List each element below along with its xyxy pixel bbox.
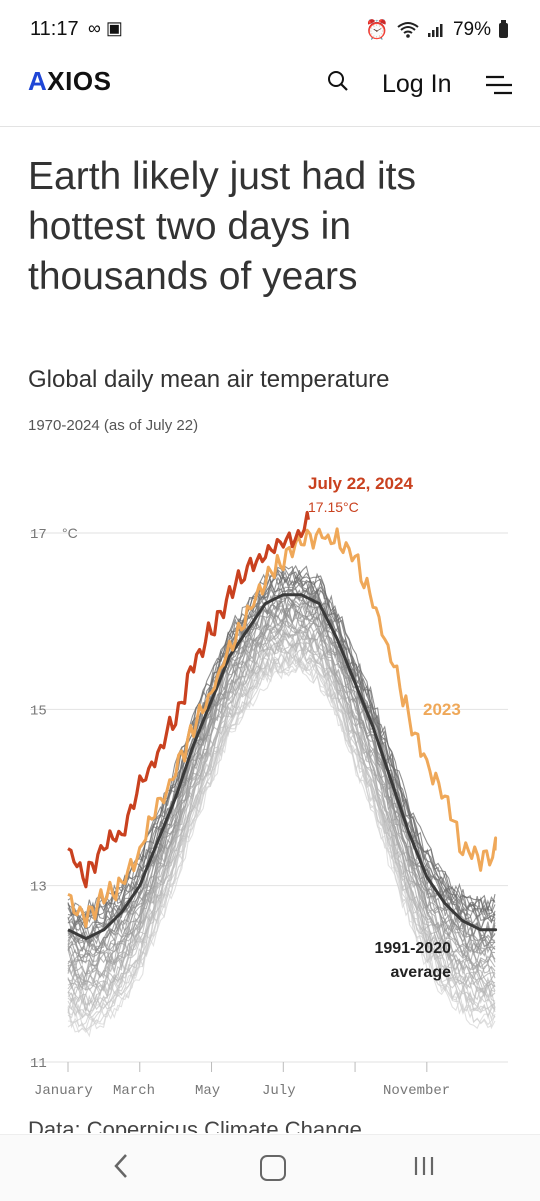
average-label-line2: average <box>391 964 452 981</box>
wifi-icon <box>397 22 419 38</box>
status-left-icons: ∞ ▣ <box>88 18 123 39</box>
x-tick-label: July <box>262 1083 296 1099</box>
history-series-line <box>67 661 496 1038</box>
history-series-line <box>67 605 496 963</box>
history-series-line <box>67 608 496 967</box>
axios-logo[interactable]: AXIOS <box>28 66 112 96</box>
record-date-label: July 22, 2024 <box>308 474 413 493</box>
x-tick-label: March <box>113 1083 155 1099</box>
login-link[interactable]: Log In <box>382 70 452 98</box>
history-series-line <box>67 591 496 953</box>
x-tick-label: May <box>195 1083 220 1099</box>
recent-apps-icon[interactable] <box>412 1154 436 1178</box>
series-line-2024 <box>67 510 310 889</box>
status-time: 11:17 <box>30 18 79 40</box>
battery-icon <box>499 19 508 38</box>
chart-subtitle: 1970-2024 (as of July 22) <box>28 417 199 434</box>
data-source: Data: Copernicus Climate Change <box>28 1117 362 1133</box>
signal-icon <box>427 24 443 37</box>
voicemail-icon: ∞ <box>88 18 101 38</box>
y-tick-label: 13 <box>30 880 47 896</box>
chart-title: Global daily mean air temperature <box>28 366 390 393</box>
history-series-line <box>67 619 496 987</box>
y-tick-label: 17 <box>30 527 47 543</box>
history-series-line <box>67 598 496 964</box>
article-headline: Earth likely just had its hottest two da… <box>28 155 417 298</box>
temperature-chart: 17 15 13 11 °C January March May July November Ju… <box>30 474 508 1099</box>
y-tick-label: 15 <box>30 703 47 719</box>
menu-icon[interactable] <box>484 74 514 96</box>
battery-level: 79% <box>452 19 491 40</box>
home-icon[interactable] <box>260 1155 286 1181</box>
record-value-label: 17.15°C <box>308 499 359 515</box>
x-tick-label: January <box>34 1083 93 1099</box>
status-bar: 11:17 ∞ ▣ ⏰ 79% <box>0 0 540 60</box>
status-right: ⏰ 79% <box>365 18 508 42</box>
x-tick-label: November <box>383 1083 450 1099</box>
history-series-line <box>67 653 496 1019</box>
history-series-line <box>67 584 496 937</box>
y-tick-label: 11 <box>30 1056 47 1072</box>
history-series-line <box>67 648 496 1019</box>
history-series-line <box>67 656 496 1031</box>
average-label-line1: 1991-2020 <box>374 940 451 957</box>
android-nav-bar <box>0 1134 540 1201</box>
series-line-2023 <box>67 527 498 928</box>
back-icon[interactable] <box>112 1152 130 1180</box>
alarm-icon: ⏰ <box>365 20 389 41</box>
search-icon[interactable] <box>327 70 349 92</box>
history-series-line <box>67 565 496 921</box>
image-icon: ▣ <box>105 18 123 38</box>
y-unit-label: °C <box>62 525 78 541</box>
series-line-1991-2020-average <box>67 593 498 941</box>
label-2023: 2023 <box>423 700 461 719</box>
site-header: AXIOS Log In <box>0 60 540 127</box>
